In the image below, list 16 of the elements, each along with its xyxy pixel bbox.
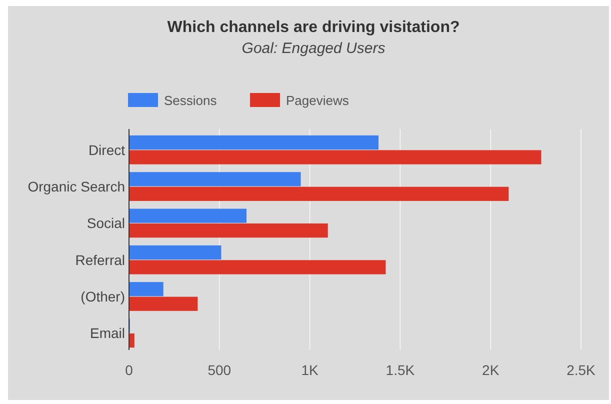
chart-title: Which channels are driving visitation? [167,19,460,36]
y-tick-label: (Other) [80,288,125,304]
x-tick-label: 2.5K [566,362,596,378]
y-tick-label: Social [86,215,125,232]
legend-label: Sessions [164,93,218,108]
y-tick-label: Direct [88,142,126,158]
y-tick-label: Email [90,325,125,342]
y-tick-label: Referral [75,252,125,268]
x-tick-label: 500 [208,362,232,378]
legend-label: Pageviews [286,93,350,108]
x-tick-label: 1K [301,362,320,378]
chart-subtitle: Goal: Engaged Users [242,40,386,57]
y-tick-label: Organic Search [28,178,125,195]
x-tick-label: 2K [482,362,500,378]
x-tick-label: 1.5K [386,362,416,378]
x-tick-label: 0 [125,362,134,378]
